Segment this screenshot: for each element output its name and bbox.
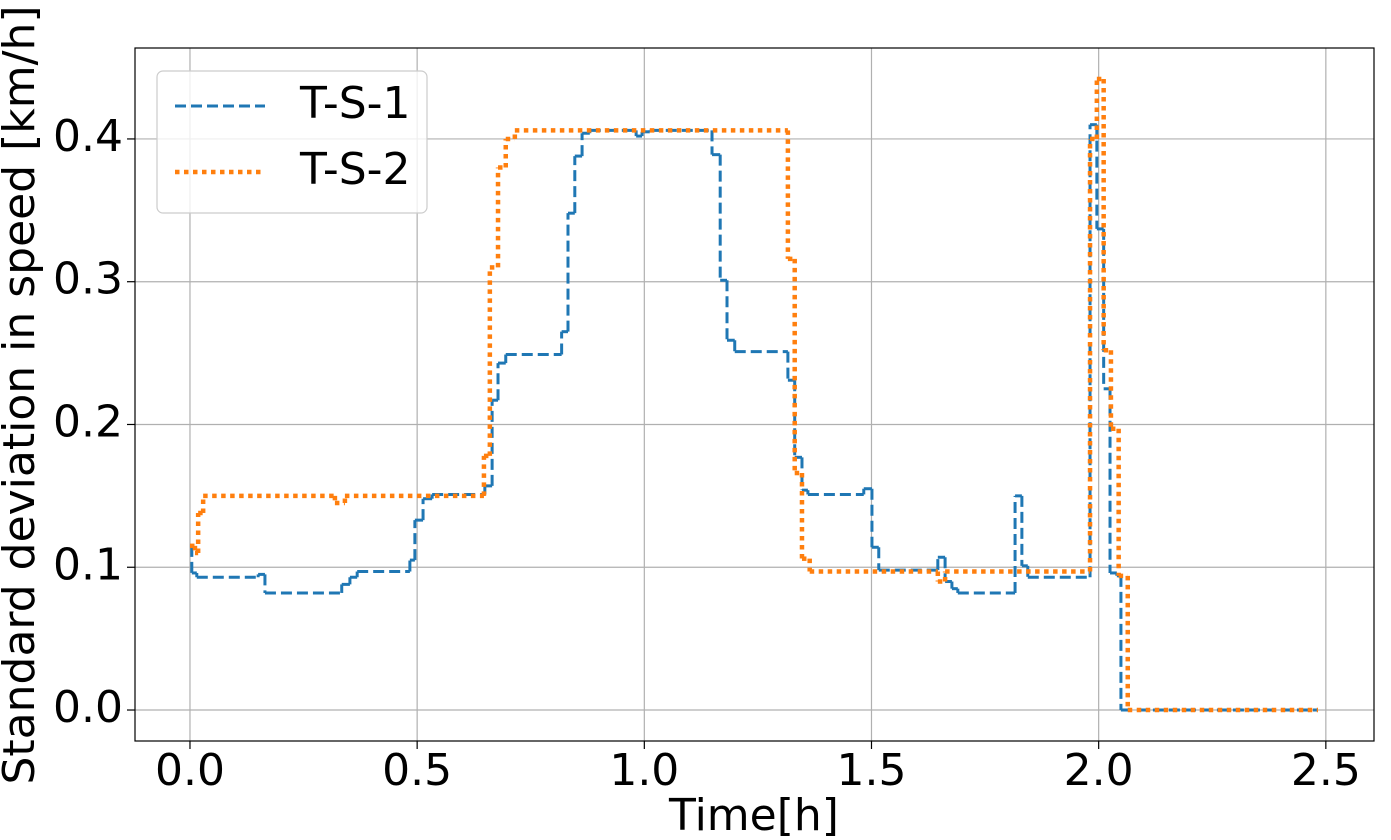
y-tick-label: 0.3 xyxy=(53,254,123,305)
x-tick-label: 0.5 xyxy=(382,745,452,796)
y-tick-label: 0.1 xyxy=(53,539,123,590)
legend-label: T-S-2 xyxy=(299,144,411,195)
plot-frame xyxy=(134,47,1375,742)
x-tick-label: 2.5 xyxy=(1291,745,1361,796)
x-tick-label: 2.0 xyxy=(1064,745,1134,796)
y-tick-label: 0.4 xyxy=(53,111,123,162)
x-tick-label: 1.5 xyxy=(837,745,907,796)
legend-label: T-S-1 xyxy=(299,78,411,129)
y-tick-label: 0.2 xyxy=(53,396,123,447)
y-axis-label: Standard deviation in speed [km/h] xyxy=(0,5,45,784)
series xyxy=(189,76,1318,713)
x-tick-label: 0.0 xyxy=(155,745,225,796)
y-tick-label: 0.0 xyxy=(53,682,123,733)
x-axis-label: Time[h] xyxy=(668,790,839,840)
x-tick-label: 1.0 xyxy=(609,745,679,796)
